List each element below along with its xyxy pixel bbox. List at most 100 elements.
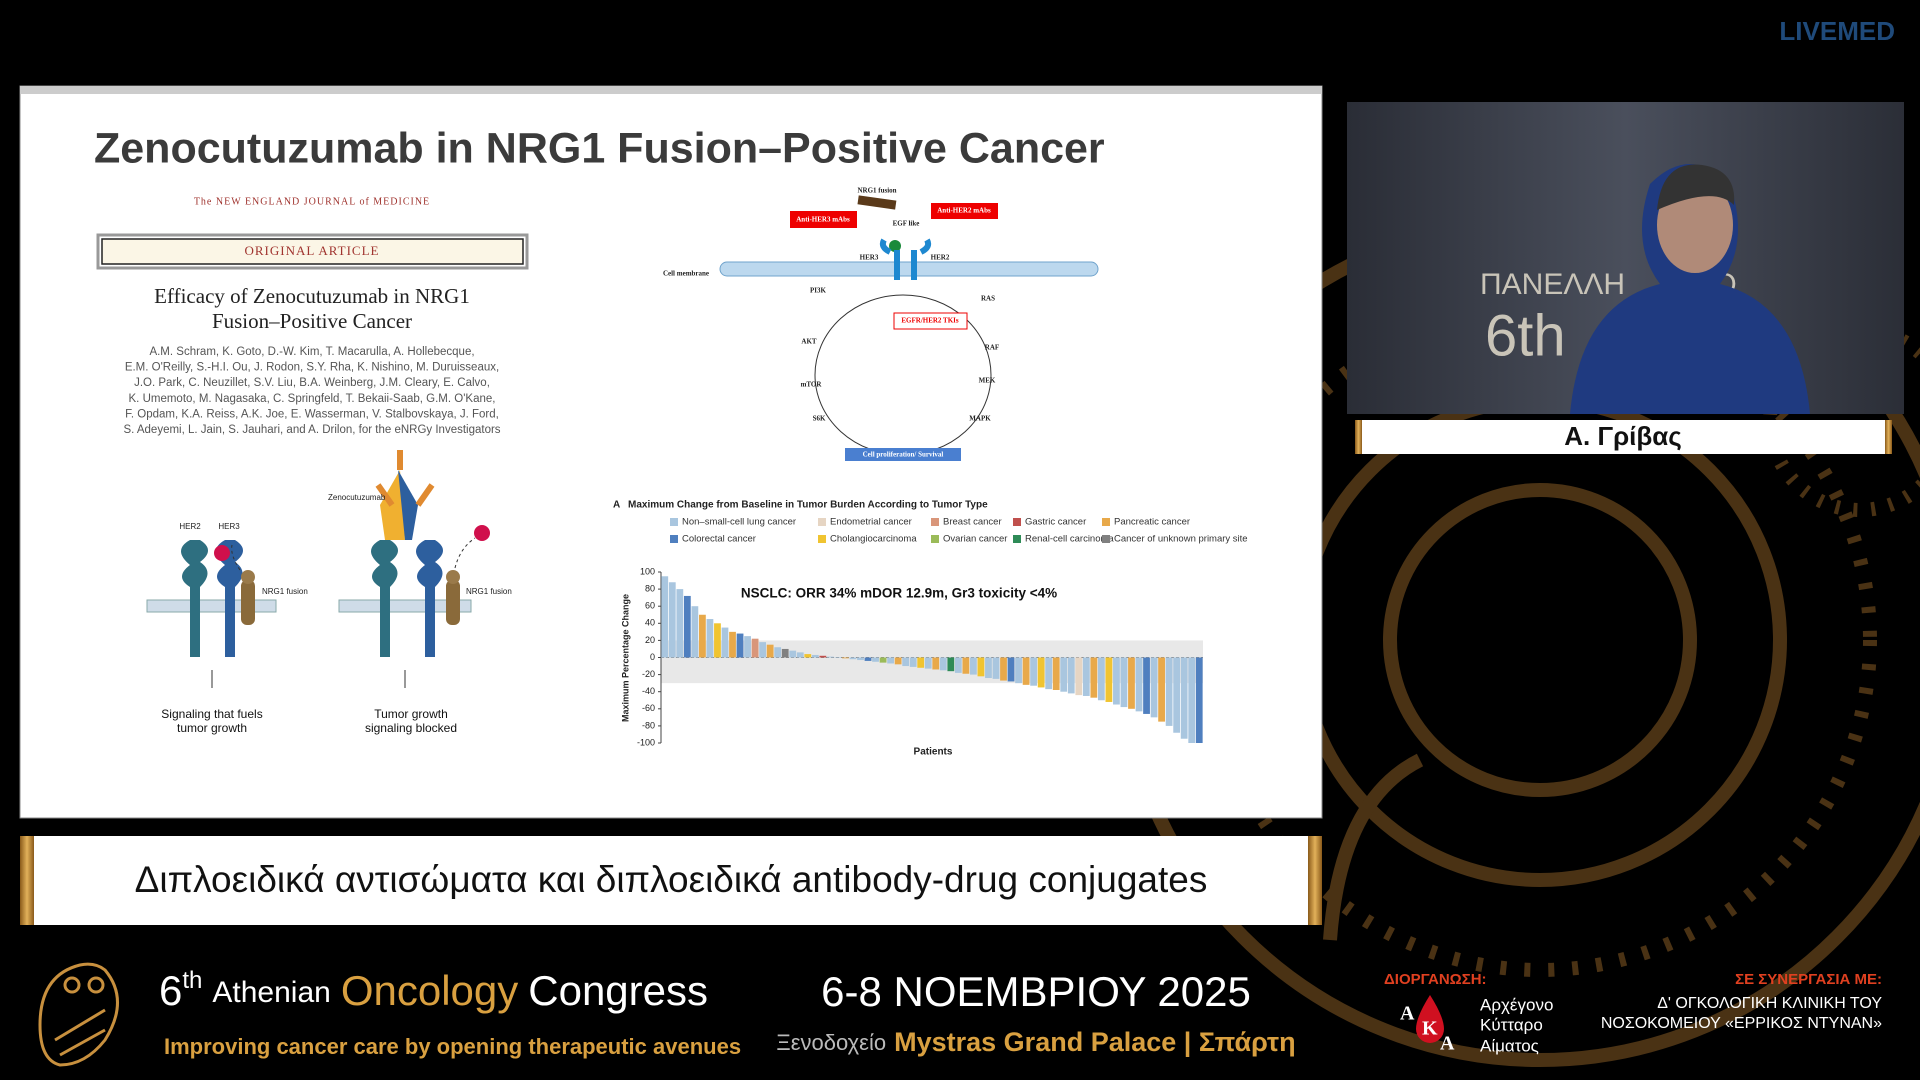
bar — [668, 582, 676, 658]
legend-swatch — [931, 518, 939, 526]
article-title: Fusion–Positive Cancer — [212, 309, 412, 333]
pathway-label: MAPK — [969, 415, 991, 423]
bar — [872, 657, 879, 662]
bar — [729, 631, 736, 658]
waterfall-chart: A Maximum Change from Baseline in Tumor … — [613, 500, 1248, 758]
bar — [759, 642, 767, 658]
tagline: Improving cancer care by opening therape… — [164, 1034, 741, 1059]
logo: LIVEMED — [1779, 16, 1895, 46]
bar — [706, 619, 714, 658]
bar — [1105, 657, 1113, 702]
bar — [714, 623, 721, 658]
bar — [1030, 657, 1038, 686]
legend-label: Pancreatic cancer — [1114, 517, 1190, 528]
y-tick-label: 40 — [645, 618, 655, 628]
legend-label: Ovarian cancer — [943, 534, 1007, 545]
bar — [939, 657, 947, 671]
owl-logo — [38, 962, 119, 1067]
bar — [1067, 657, 1075, 694]
logo-letter: Κ — [1422, 1018, 1438, 1040]
pathway-label: PI3K — [810, 287, 827, 295]
diagram-label: NRG1 fusion — [466, 587, 512, 596]
venue-pre: Ξενοδοχείο — [776, 1030, 886, 1055]
journal: The NEW ENGLAND JOURNAL of MEDICINE — [194, 196, 430, 207]
bar — [1120, 657, 1128, 708]
bar — [819, 655, 827, 658]
bar — [661, 576, 669, 658]
chart-panel: A — [613, 500, 620, 511]
pathway-label: EGF like — [893, 220, 920, 228]
name-bar-edge — [1355, 420, 1362, 454]
bar — [1150, 657, 1158, 718]
bar — [1015, 657, 1022, 684]
bar — [804, 654, 812, 658]
bar — [811, 654, 819, 658]
bar — [736, 633, 744, 658]
bar — [947, 657, 955, 672]
speaker-name: Α. Γρίβας — [1564, 421, 1682, 451]
legend-label: Cancer of unknown primary site — [1114, 534, 1248, 545]
bar — [789, 650, 797, 658]
pathway-label: S6K — [813, 415, 826, 423]
y-tick-label: 100 — [640, 566, 655, 576]
bar — [962, 657, 970, 674]
bar — [954, 657, 962, 673]
legend-swatch — [818, 535, 826, 543]
name-bar-edge — [1885, 420, 1892, 454]
pathway-label: Cell proliferation/ Survival — [863, 451, 944, 459]
bar — [691, 606, 699, 658]
pathway-label: EGFR/HER2 TKIs — [901, 317, 959, 325]
y-tick-label: -20 — [642, 669, 655, 679]
author-line: S. Adeyemi, L. Jain, S. Jauhari, and A. … — [123, 424, 500, 436]
bar — [1180, 657, 1188, 739]
article-box — [96, 233, 529, 270]
organizer-label: ΔΙΟΡΓΑΝΩΣΗ: — [1384, 971, 1487, 988]
bar — [1052, 657, 1060, 690]
banner-edge — [20, 836, 34, 925]
topic-banner — [20, 836, 1322, 925]
diagram-label: Zenocutuzumab — [328, 493, 386, 502]
venue-name: Mystras Grand Palace | Σπάρτη — [894, 1027, 1295, 1057]
chart-annotation: NSCLC: ORR 34% mDOR 12.9m, Gr3 toxicity … — [741, 586, 1057, 601]
logo-letter: Α — [1400, 1003, 1415, 1025]
bar — [826, 656, 834, 658]
bar — [1082, 657, 1090, 696]
venue: Ξενοδοχείο Mystras Grand Palace | Σπάρτη — [776, 1027, 1295, 1057]
pathway-label: MEK — [979, 377, 996, 385]
pathway-label: Cell membrane — [663, 270, 709, 278]
backdrop-text: ΠΑΝΕΛΛΗ — [1480, 268, 1625, 301]
y-tick-label: -60 — [642, 703, 655, 713]
bar — [1075, 657, 1083, 696]
legend-swatch — [818, 518, 826, 526]
bar — [879, 657, 887, 663]
bar — [1128, 657, 1135, 709]
article-type: ORIGINAL ARTICLE — [245, 243, 380, 258]
backdrop-text: 6th — [1485, 303, 1566, 368]
topic-text: Διπλοειδικά αντισώματα και διπλοειδικά a… — [135, 859, 1208, 900]
bar — [1143, 657, 1150, 714]
bar — [676, 589, 684, 658]
mechanism-diagram: HER2 HER3 NRG1 fusion Zenocutuzumab NRG1… — [146, 450, 512, 735]
name-bar — [1355, 420, 1892, 454]
bar — [849, 657, 857, 660]
bar — [894, 657, 902, 665]
y-tick-label: -40 — [642, 686, 655, 696]
legend-swatch — [670, 518, 678, 526]
logo-letter: Α — [1440, 1033, 1455, 1055]
legend-swatch — [670, 535, 678, 543]
bar — [887, 657, 894, 664]
bar — [1195, 657, 1203, 743]
legend-swatch — [1013, 535, 1021, 543]
pathway-label: HER2 — [931, 254, 950, 262]
pathway-label: Anti-HER2 mAbs — [937, 207, 991, 215]
diagram-label: NRG1 fusion — [262, 587, 308, 596]
partner-label: ΣΕ ΣΥΝΕΡΓΑΣΙΑ ΜΕ: — [1735, 971, 1882, 988]
y-tick-label: -80 — [642, 720, 655, 730]
y-axis-label: Maximum Percentage Change — [620, 594, 630, 722]
article-box-inner — [101, 238, 524, 265]
author-line: E.M. O'Reilly, S.-H.I. Ou, J. Rodon, S.Y… — [125, 362, 499, 374]
congress-name: 6th Athenian Oncology Congress — [159, 967, 708, 1014]
logo-drop — [1416, 995, 1444, 1043]
author-line: K. Umemoto, M. Nagasaka, C. Springfeld, … — [129, 393, 496, 405]
bar — [1037, 657, 1045, 688]
